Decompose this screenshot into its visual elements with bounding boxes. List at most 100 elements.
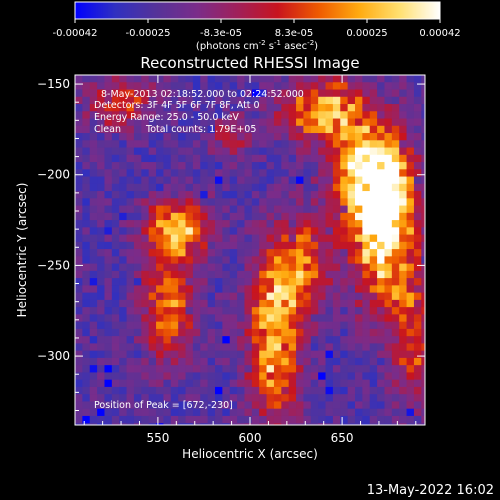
heatmap-cell: [178, 249, 187, 257]
heatmap-cell: [244, 96, 253, 105]
heatmap-cell: [318, 292, 327, 301]
heatmap-cell: [369, 96, 378, 105]
heatmap-cell: [303, 336, 312, 344]
heatmap-cell: [75, 336, 83, 344]
heatmap-cell: [126, 133, 135, 141]
heatmap-cell: [406, 183, 415, 192]
heatmap-cell: [384, 111, 393, 120]
heatmap-cell: [141, 386, 150, 395]
heatmap-cell: [384, 336, 393, 344]
heatmap-cell: [156, 104, 164, 112]
heatmap-cell: [369, 140, 378, 149]
heatmap-cell: [340, 183, 349, 192]
heatmap-cell: [200, 379, 209, 388]
heatmap-cell: [251, 256, 260, 265]
colorbar-tick-label: -8.3e-05: [200, 28, 242, 39]
heatmap-cell: [133, 176, 142, 185]
heatmap-cell: [296, 328, 304, 337]
heatmap-cell: [259, 191, 268, 199]
heatmap-cell: [310, 212, 319, 221]
heatmap-cell: [148, 198, 157, 207]
heatmap-cell: [377, 386, 385, 395]
heatmap-cell: [192, 154, 201, 163]
heatmap-cell: [310, 176, 319, 185]
heatmap-cell: [75, 133, 83, 141]
heatmap-cell: [156, 394, 164, 402]
heatmap-cell: [104, 415, 113, 424]
heatmap-cell: [200, 133, 209, 141]
heatmap-cell: [340, 249, 349, 257]
heatmap-cell: [384, 408, 393, 417]
heatmap-cell: [200, 154, 209, 163]
heatmap-cell: [237, 307, 245, 315]
heatmap-cell: [406, 82, 415, 91]
heatmap-cell: [296, 314, 304, 323]
heatmap-cell: [355, 241, 363, 250]
heatmap-cell: [399, 162, 408, 170]
heatmap-cell: [288, 169, 297, 178]
colorbar-tick-label: 0.00042: [419, 28, 460, 39]
heatmap-cell: [222, 357, 231, 366]
heatmap-cell: [133, 220, 142, 228]
heatmap-cell: [141, 96, 150, 105]
heatmap-cell: [332, 270, 341, 279]
heatmap-cell: [413, 299, 422, 308]
heatmap-cell: [75, 249, 83, 257]
heatmap-cell: [156, 205, 164, 214]
heatmap-cell: [347, 408, 356, 417]
heatmap-cell: [215, 176, 223, 185]
heatmap-cell: [141, 285, 150, 294]
heatmap-cell: [119, 104, 128, 112]
heatmap-cell: [82, 270, 91, 279]
colorbar-gradient: [74, 1, 441, 20]
heatmap-cell: [391, 401, 400, 410]
heatmap-cell: [399, 205, 408, 214]
heatmap-cell: [170, 292, 179, 301]
heatmap-cell: [200, 75, 209, 83]
heatmap-cell: [384, 191, 393, 199]
heatmap-cell: [229, 82, 238, 91]
heatmap-cell: [340, 241, 349, 250]
heatmap-cell: [104, 176, 113, 185]
heatmap-cell: [377, 365, 385, 373]
heatmap-cell: [347, 256, 356, 265]
heatmap-cell: [237, 278, 245, 286]
heatmap-cell: [377, 96, 385, 105]
heatmap-cell: [207, 183, 216, 192]
heatmap-cell: [340, 365, 349, 373]
heatmap-cell: [355, 227, 363, 236]
heatmap-cell: [362, 394, 371, 402]
heatmap-cell: [192, 169, 201, 178]
heatmap-cell: [119, 191, 128, 199]
heatmap-cell: [192, 111, 201, 120]
heatmap-cell: [340, 408, 349, 417]
heatmap-cell: [97, 343, 105, 352]
heatmap-cell: [126, 350, 135, 359]
heatmap-cell: [266, 111, 275, 120]
heatmap-cell: [347, 423, 356, 425]
heatmap-cell: [273, 263, 282, 272]
heatmap-cell: [310, 125, 319, 134]
heatmap-cell: [119, 408, 128, 417]
heatmap-cell: [229, 176, 238, 185]
heatmap-cell: [406, 394, 415, 402]
heatmap-cell: [340, 75, 349, 83]
heatmap-cell: [200, 249, 209, 257]
heatmap-cell: [111, 372, 120, 381]
heatmap-cell: [251, 176, 260, 185]
heatmap-cell: [119, 386, 128, 395]
heatmap-cell: [369, 183, 378, 192]
heatmap-cell: [384, 350, 393, 359]
heatmap-cell: [178, 89, 187, 98]
heatmap-cell: [163, 162, 172, 170]
heatmap-cell: [229, 357, 238, 366]
heatmap-cell: [384, 82, 393, 91]
heatmap-cell: [318, 234, 327, 243]
heatmap-cell: [178, 212, 187, 221]
heatmap-cell: [178, 263, 187, 272]
heatmap-cell: [207, 408, 216, 417]
heatmap-cell: [82, 125, 91, 134]
heatmap-cell: [347, 234, 356, 243]
heatmap-cell: [413, 270, 422, 279]
heatmap-cell: [229, 270, 238, 279]
